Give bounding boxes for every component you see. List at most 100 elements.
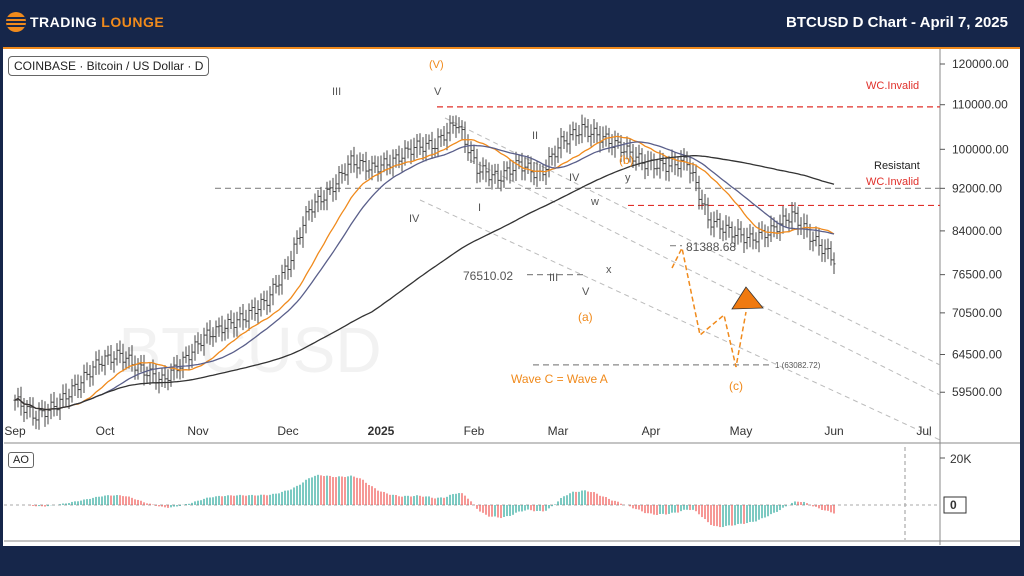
price-bar [709, 212, 713, 236]
price-bar [91, 360, 95, 386]
price-bar [469, 141, 473, 163]
price-bar [730, 221, 734, 244]
price-bar [646, 150, 650, 176]
price-bar [595, 122, 599, 143]
moving-average-120 [14, 155, 835, 411]
price-bar [181, 351, 185, 379]
price-bar [394, 148, 398, 168]
price-bar [832, 252, 836, 275]
price-bar [325, 181, 329, 211]
price-bar [205, 322, 209, 344]
price-bar [673, 152, 677, 176]
price-bar [745, 227, 749, 250]
price-bar [43, 401, 47, 427]
moving-average-30 [14, 141, 835, 411]
price-bar [457, 117, 461, 134]
price-bar [826, 238, 830, 260]
price-bar [463, 121, 467, 153]
price-bar [655, 158, 659, 176]
price-tick-label: 120000.00 [952, 57, 1009, 71]
price-bar [631, 144, 635, 168]
price-bar [301, 216, 305, 248]
tradinglounge-logo: TRADING LOUNGE [6, 12, 164, 32]
price-bar [415, 134, 419, 158]
price-bar [613, 130, 617, 158]
price-bar [385, 150, 389, 176]
price-bar [592, 119, 596, 144]
price-bar [247, 303, 251, 331]
price-bar [670, 149, 674, 173]
price-bar [310, 199, 314, 222]
symbol-label[interactable]: COINBASE · Bitcoin / US Dollar · D [8, 56, 210, 76]
price-bar [139, 355, 143, 373]
wave-label-V: V [434, 86, 442, 98]
price-bar [448, 115, 452, 142]
price-bar [601, 126, 605, 149]
logo-icon [6, 12, 26, 32]
price-bar [280, 264, 284, 295]
price-bar [334, 174, 338, 201]
price-bar [199, 333, 203, 352]
price-bar [796, 206, 800, 236]
price-bar [685, 151, 689, 171]
price-bar [748, 224, 752, 248]
price-bar [475, 148, 479, 184]
channel-line-lower [419, 199, 941, 441]
price-bar [142, 354, 146, 386]
price-bar [289, 250, 293, 278]
price-bar [511, 160, 515, 182]
price-bar [445, 122, 449, 151]
price-bar [160, 367, 164, 388]
price-bar [640, 148, 644, 171]
price-bar [454, 115, 458, 138]
price-bar [787, 213, 791, 233]
price-bar [559, 127, 563, 159]
price-bar [22, 397, 26, 423]
price-bar [271, 278, 275, 306]
price-bar [583, 117, 587, 138]
price-bar [286, 256, 290, 280]
low-76510-label: 76510.02 [463, 269, 514, 283]
wave-label-a: (a) [578, 310, 593, 324]
price-bar [34, 410, 38, 430]
price-bar [409, 139, 413, 165]
price-bar [238, 306, 242, 328]
price-bar [64, 383, 68, 408]
price-bar [88, 365, 92, 387]
ao-tick-0: 0 [950, 498, 957, 512]
price-bar [817, 228, 821, 256]
price-bar [28, 396, 32, 418]
up-arrow-icon [731, 286, 764, 310]
wave-label-I: I [478, 202, 482, 214]
price-bar [754, 232, 758, 250]
price-bar [256, 300, 260, 324]
price-bar [367, 160, 371, 179]
wave-label-c: (c) [729, 379, 743, 393]
price-bar [202, 327, 206, 356]
price-bar [313, 193, 317, 218]
price-bar [25, 399, 29, 420]
price-bar [262, 290, 266, 311]
price-bar [811, 231, 815, 252]
price-bar [688, 155, 692, 184]
price-bar [253, 297, 257, 321]
price-bar [793, 202, 797, 223]
wave-label-II: II [532, 130, 539, 142]
price-tick-label: 64500.00 [952, 347, 1002, 361]
price-bar [526, 154, 530, 175]
price-bar [250, 299, 254, 320]
price-bar [691, 162, 695, 182]
price-bar [784, 208, 788, 227]
price-bar [508, 159, 512, 184]
price-bar [538, 163, 542, 182]
price-bar [514, 151, 518, 181]
price-bar [94, 351, 98, 376]
price-bar [232, 312, 236, 338]
price-bar [13, 394, 17, 411]
price-bar [406, 141, 410, 159]
ao-indicator-label[interactable]: AO [8, 452, 34, 468]
price-bar [277, 274, 281, 296]
logo-text-b: LOUNGE [101, 14, 165, 30]
price-bar [292, 237, 296, 270]
